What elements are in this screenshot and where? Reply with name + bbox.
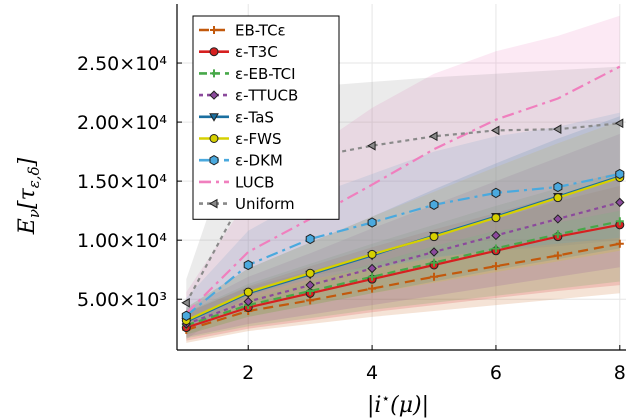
y-tick-label: 2.00×10⁴ [77, 112, 167, 134]
legend-marker-Uniform [208, 198, 218, 209]
legend-marker-ε-T3C [209, 47, 219, 57]
point-ε-TTUCB [367, 263, 377, 274]
point-ε-TTUCB [243, 296, 253, 307]
legend-entry: ε-FWS [235, 130, 282, 148]
line-ε-EB-TCI [185, 220, 621, 327]
y-tick-label: 2.50×10⁴ [77, 53, 167, 75]
point-EB-TCε [430, 272, 439, 281]
point-ε-TTUCB [429, 247, 439, 257]
point-Uniform [429, 131, 438, 142]
point-ε-TTUCB [615, 197, 625, 208]
point-Uniform [181, 297, 190, 308]
band-LUCB [186, 15, 620, 333]
legend-entry: ε-T3C [235, 43, 278, 61]
point-ε-TTUCB [491, 230, 501, 241]
point-ε-FWS [367, 249, 377, 259]
x-axis-label: |i⋆(μ)| [367, 391, 429, 418]
line-ε-DKM [185, 172, 621, 317]
line-ε-FWS [185, 176, 621, 322]
legend-entry: EB-TCε [235, 22, 286, 40]
point-ε-EB-TCI [491, 244, 500, 253]
point-Uniform [552, 124, 562, 135]
point-EB-TCε [368, 284, 377, 293]
point-ε-DKM [305, 233, 315, 245]
point-ε-TTUCB [305, 280, 315, 290]
point-ε-DKM [181, 310, 191, 321]
point-EB-TCε [491, 262, 500, 271]
legend-entry: ε-TTUCB [235, 87, 298, 105]
y-axis-label: Eν[τε,δ] [15, 157, 43, 235]
legend-marker-ε-FWS [209, 134, 219, 143]
point-ε-EB-TCI [368, 272, 377, 281]
y-tick-label: 5.00×10³ [77, 289, 167, 311]
point-ε-EB-TCI [553, 230, 562, 239]
point-Uniform [490, 125, 500, 136]
axes [176, 4, 626, 351]
legend: EB-TCε ε-T3C ε-EB-TCI ε-TTUCB ε-TaS ε-FWS ε-DK… [192, 15, 340, 220]
tick-labels: 2 4 6 8 5.00×10³ 1.00×10⁴ 1.50×10⁴ 2.00×10⁴ 2.50… [77, 53, 626, 384]
line-ε-T3C [185, 223, 621, 329]
legend-marker-ε-TTUCB [209, 90, 219, 100]
legend-marker-EB-TCε [210, 26, 218, 34]
band-EB-TCε [186, 185, 620, 343]
point-ε-TTUCB [553, 214, 563, 224]
point-ε-DKM [367, 217, 377, 228]
legend-entry: Uniform [235, 195, 295, 213]
point-Uniform [367, 140, 376, 151]
legend-entry: ε-EB-TCI [235, 65, 296, 83]
point-EB-TCε [553, 251, 562, 260]
series-lines [185, 65, 621, 331]
band-ε-DKM [186, 112, 620, 332]
point-ε-DKM [243, 259, 253, 271]
y-tick-label: 1.00×10⁴ [77, 230, 167, 252]
legend-entry: LUCB [235, 173, 274, 191]
series-markers [181, 118, 625, 334]
point-Uniform [614, 118, 624, 129]
point-ε-EB-TCI [615, 217, 624, 226]
x-tick-label: 6 [490, 362, 502, 384]
band-ε-FWS [186, 120, 620, 335]
y-tick-label: 1.50×10⁴ [77, 171, 167, 193]
point-ε-FWS [553, 193, 563, 203]
legend-marker-ε-TaS [209, 113, 219, 122]
legend-marker-ε-DKM [209, 155, 219, 166]
legend-entry: ε-DKM [235, 152, 283, 170]
legend-entry: ε-TaS [235, 108, 274, 126]
point-ε-DKM [491, 187, 501, 199]
point-ε-DKM [615, 168, 625, 180]
point-EB-TCε [615, 239, 624, 248]
x-tick-label: 4 [366, 362, 378, 384]
point-ε-FWS [305, 268, 315, 278]
point-ε-DKM [429, 199, 439, 210]
x-tick-label: 2 [242, 362, 254, 384]
point-ε-FWS [243, 287, 253, 297]
point-ε-FWS [429, 232, 439, 242]
point-ε-EB-TCI [430, 258, 439, 267]
line-ε-TTUCB [185, 201, 621, 326]
x-tick-label: 8 [614, 362, 626, 384]
point-ε-DKM [553, 181, 563, 193]
point-ε-FWS [491, 213, 501, 223]
legend-marker-ε-EB-TCI [210, 69, 218, 78]
band-ε-TTUCB [186, 133, 620, 337]
line-EB-TCε [185, 242, 621, 331]
